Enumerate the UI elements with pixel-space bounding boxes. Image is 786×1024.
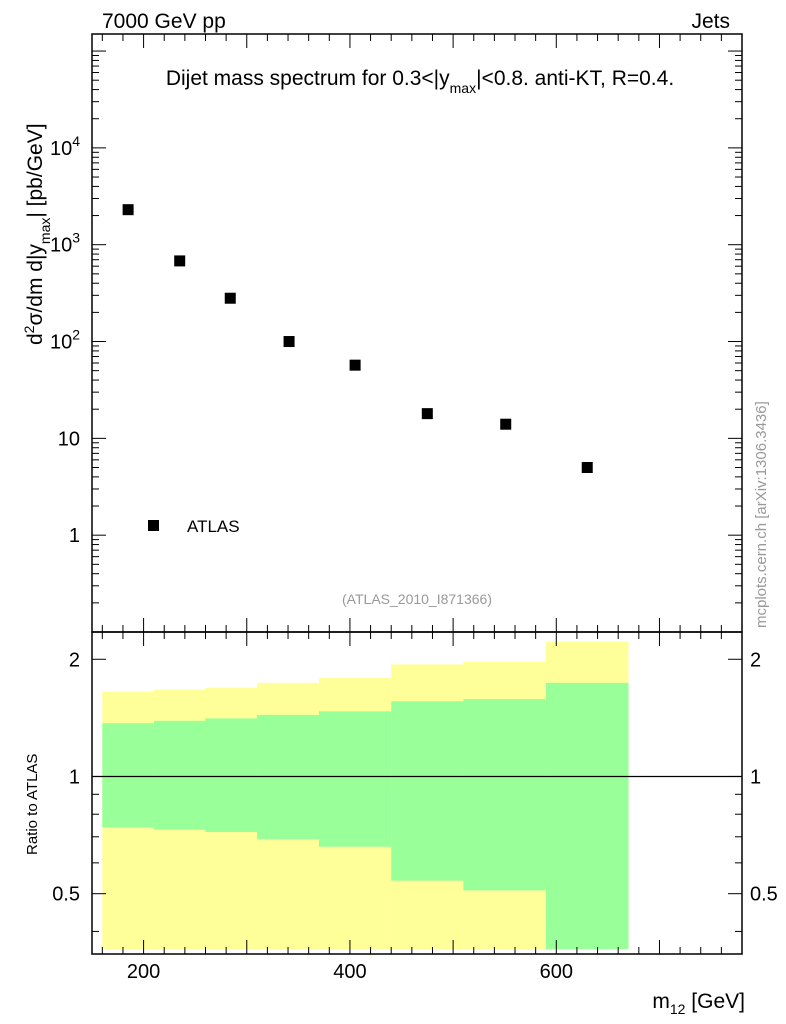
main-y-tick-label: 10	[58, 428, 80, 450]
data-point	[283, 336, 295, 348]
data-point	[500, 418, 512, 430]
data-point	[224, 292, 236, 304]
ratio-band-inner	[153, 720, 206, 830]
ratio-band-inner	[318, 711, 392, 847]
main-y-tick-label: 103	[50, 230, 80, 257]
data-point	[174, 255, 186, 267]
ratio-y-tick-label-right: 0.5	[750, 884, 778, 906]
ratio-plot-frame	[91, 631, 743, 955]
header-right: Jets	[691, 10, 730, 33]
ratio-axis-ticks	[92, 632, 742, 954]
data-point	[421, 408, 433, 420]
data-point	[349, 359, 361, 371]
x-tick-label: 400	[333, 961, 366, 983]
main-y-tick-label: 104	[50, 133, 80, 160]
ratio-band-inner	[205, 718, 258, 833]
y-axis-label: d2σ/dm d|ymax| [pb/GeV]	[21, 123, 53, 345]
atlas-data-points	[122, 204, 593, 473]
header-left: 7000 GeV pp	[102, 10, 226, 33]
main-y-tick-label: 1	[69, 525, 80, 547]
ratio-tick-labels: 0.5 0.5 1 1 2 2 200 400 600	[52, 649, 778, 983]
x-tick-label: 600	[540, 961, 573, 983]
main-plot-frame	[91, 33, 743, 633]
ratio-y-tick-label: 2	[69, 649, 80, 671]
ratio-y-axis-label: Ratio to ATLAS	[24, 754, 41, 855]
legend-label: ATLAS	[187, 517, 240, 536]
side-label: mcplots.cern.ch [arXiv:1306.3436]	[753, 401, 770, 628]
data-point	[122, 204, 134, 216]
main-axis-ticks	[92, 34, 742, 632]
ratio-band-inner	[545, 682, 629, 950]
ratio-band-inner	[463, 699, 546, 891]
ratio-y-tick-label-right: 1	[750, 766, 761, 788]
ratio-band-inner	[102, 723, 154, 828]
x-axis-label: m12 [GeV]	[652, 990, 745, 1017]
main-y-tick-labels: 1 10 102 103 104	[50, 133, 80, 547]
ratio-y-tick-label: 0.5	[52, 884, 80, 906]
legend-marker	[148, 520, 159, 531]
main-y-tick-label: 102	[50, 327, 80, 354]
analysis-id-annotation: (ATLAS_2010_I871366)	[342, 591, 492, 607]
data-point	[581, 461, 593, 473]
ratio-uncertainty-bands	[102, 641, 629, 950]
chart-title: Dijet mass spectrum for 0.3<|ymax|<0.8. …	[166, 67, 674, 96]
ratio-y-tick-label-right: 2	[750, 649, 761, 671]
ratio-band-inner	[391, 701, 464, 881]
ratio-y-tick-label: 1	[69, 766, 80, 788]
x-tick-label: 200	[127, 961, 160, 983]
